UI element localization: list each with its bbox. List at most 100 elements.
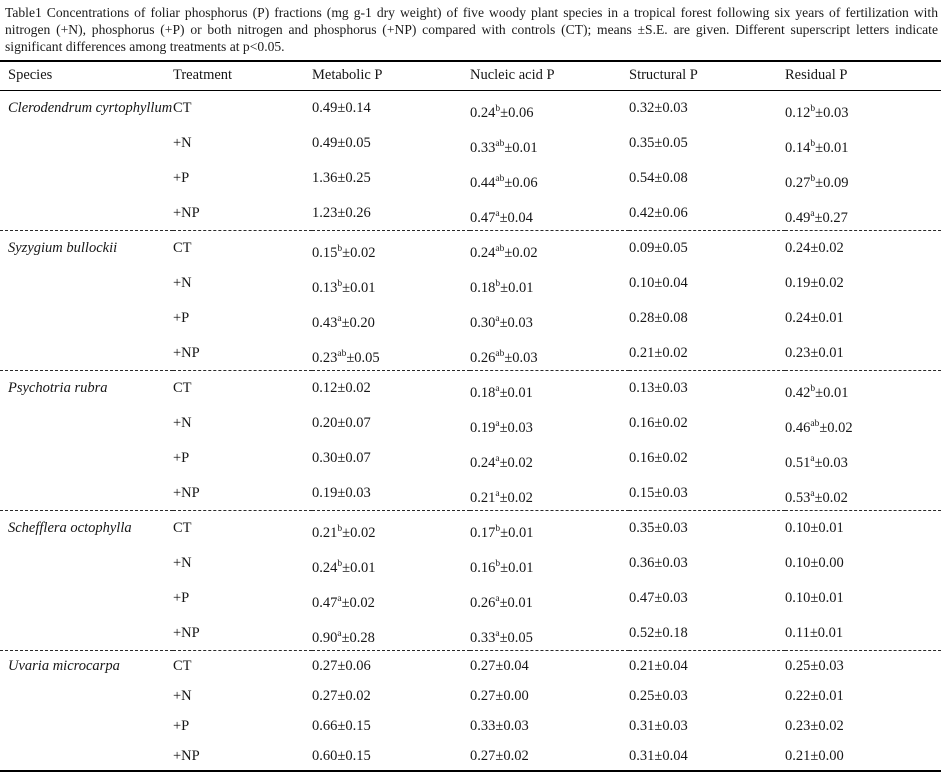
value-cell-structural-p: 0.54±0.08 [629, 169, 688, 186]
column-header-species: Species [0, 61, 173, 91]
value-cell-residual-p: 0.25±0.03 [785, 650, 941, 681]
value-cell-nucleic-acid-p: 0.44ab±0.06 [470, 173, 538, 191]
treatment-label: +P [173, 169, 190, 186]
value-cell-structural-p: 0.13±0.03 [629, 370, 785, 406]
value-cell-metabolic-p: 0.13b±0.01 [312, 278, 376, 296]
significance-superscript: a [495, 628, 500, 639]
significance-superscript: a [495, 208, 500, 219]
value-cell-nucleic-acid-p: 0.21a±0.02 [470, 488, 533, 506]
table-row: Syzygium bullockii CT 0.15b±0.02 0.24ab±0.0… [0, 230, 941, 371]
value-cell-residual-p: 0.10±0.00 [785, 554, 844, 571]
table-row: +NP 0.60±0.15 0.27±0.02 0.31±0.04 0.21±0.00 [0, 741, 941, 771]
significance-superscript: a [337, 313, 342, 324]
treatment-label: +N [173, 414, 192, 431]
value-cell-nucleic-acid-p: 0.24ab±0.02 [470, 230, 629, 266]
significance-superscript: b [337, 244, 343, 255]
table-row: +N 0.20±0.07 0.19a±0.03 0.16±0.02 0.46ab±0.0… [0, 406, 941, 441]
significance-superscript: b [495, 558, 501, 569]
table-row: +P 0.43a±0.20 0.30a±0.03 0.28±0.08 0.24±0.01 [0, 301, 941, 336]
value-cell-nucleic-acid-p: 0.27±0.04 [470, 650, 629, 681]
significance-superscript: b [810, 104, 816, 115]
treatment-label: +N [173, 687, 192, 704]
value-cell-nucleic-acid-p: 0.33±0.03 [470, 717, 529, 734]
value-cell-structural-p: 0.36±0.03 [629, 554, 688, 571]
value-cell-structural-p: 0.28±0.08 [629, 309, 688, 326]
value-cell-structural-p: 0.42±0.06 [629, 204, 688, 221]
treatment-label: CT [173, 370, 312, 406]
treatment-label: +P [173, 717, 190, 734]
treatment-label: +P [173, 449, 190, 466]
value-cell-metabolic-p: 0.90a±0.28 [312, 628, 375, 646]
table-row: Psychotria rubra CT 0.12±0.02 0.18a±0.01 0.1… [0, 370, 941, 511]
table-row: +P 1.36±0.25 0.44ab±0.06 0.54±0.08 0.27b±0.0… [0, 161, 941, 196]
treatment-label: CT [173, 100, 192, 116]
table-row: Schefflera octophylla CT 0.21b±0.02 0.17b±0… [0, 510, 941, 651]
table-row: Uvaria microcarpa CT 0.27±0.06 0.27±0.04 0.2… [0, 650, 941, 771]
value-cell-residual-p: 0.10±0.01 [785, 510, 941, 546]
value-cell-residual-p: 0.49a±0.27 [785, 208, 848, 226]
value-cell-nucleic-acid-p: 0.17b±0.01 [470, 510, 629, 546]
significance-superscript: ab [495, 173, 505, 184]
table-row: +P 0.47a±0.02 0.26a±0.01 0.47±0.03 0.10±0.01 [0, 581, 941, 616]
value-cell-residual-p: 0.23±0.02 [785, 717, 844, 734]
value-cell-nucleic-acid-p: 0.18a±0.01 [470, 370, 629, 406]
value-cell-nucleic-acid-p: 0.33ab±0.01 [470, 138, 538, 156]
table-row: +NP 1.23±0.26 0.47a±0.04 0.42±0.06 0.49a±0.2… [0, 196, 941, 231]
value-cell-nucleic-acid-p: 0.33a±0.05 [470, 628, 533, 646]
value-cell-residual-p: 0.21±0.00 [785, 747, 844, 764]
significance-superscript: b [337, 558, 343, 569]
treatment-label: +NP [173, 484, 200, 501]
significance-superscript: ab [337, 348, 347, 359]
column-header-structural-p: Structural P [629, 61, 785, 91]
value-cell-structural-p: 0.16±0.02 [629, 414, 688, 431]
column-header-treatment: Treatment [173, 61, 312, 91]
significance-superscript: b [337, 524, 343, 535]
significance-superscript: a [495, 313, 500, 324]
value-cell-structural-p: 0.25±0.03 [629, 687, 688, 704]
table-row: +N 0.27±0.02 0.27±0.00 0.25±0.03 0.22±0.01 [0, 681, 941, 711]
value-cell-nucleic-acid-p: 0.16b±0.01 [470, 558, 534, 576]
significance-superscript: b [810, 138, 816, 149]
value-cell-nucleic-acid-p: 0.18b±0.01 [470, 278, 534, 296]
value-cell-structural-p: 0.47±0.03 [629, 589, 688, 606]
value-cell-metabolic-p: 0.66±0.15 [312, 717, 371, 734]
value-cell-structural-p: 0.10±0.04 [629, 274, 688, 291]
treatment-label: +N [173, 554, 192, 571]
table-row: +P 0.66±0.15 0.33±0.03 0.31±0.03 0.23±0.02 [0, 711, 941, 741]
value-cell-metabolic-p: 0.20±0.07 [312, 414, 371, 431]
value-cell-nucleic-acid-p: 0.26ab±0.03 [470, 348, 538, 366]
value-cell-residual-p: 0.14b±0.01 [785, 138, 849, 156]
column-header-residual-p: Residual P [785, 61, 941, 91]
value-cell-nucleic-acid-p: 0.26a±0.01 [470, 593, 533, 611]
significance-superscript: a [495, 418, 500, 429]
value-cell-structural-p: 0.32±0.03 [629, 100, 688, 116]
value-cell-structural-p: 0.16±0.02 [629, 449, 688, 466]
treatment-label: +P [173, 309, 190, 326]
value-cell-residual-p: 0.53a±0.02 [785, 488, 848, 506]
significance-superscript: a [495, 593, 500, 604]
value-cell-structural-p: 0.09±0.05 [629, 230, 785, 266]
significance-superscript: ab [495, 348, 505, 359]
value-cell-metabolic-p: 0.49±0.05 [312, 134, 371, 151]
treatment-label: +P [173, 589, 190, 606]
table-body: Clerodendrum cyrtophyllum CT 0.49±0.14 0.24… [0, 91, 941, 771]
value-cell-residual-p: 0.19±0.02 [785, 274, 844, 291]
value-cell-structural-p: 0.15±0.03 [629, 484, 688, 501]
significance-superscript: ab [495, 138, 505, 149]
significance-superscript: b [495, 278, 501, 289]
value-cell-metabolic-p: 0.49±0.14 [312, 100, 371, 116]
significance-superscript: a [495, 384, 500, 395]
value-cell-structural-p: 0.21±0.02 [629, 344, 688, 361]
table-row: +NP 0.90a±0.28 0.33a±0.05 0.52±0.18 0.11±0.0… [0, 616, 941, 651]
significance-superscript: a [810, 208, 815, 219]
value-cell-metabolic-p: 0.27±0.02 [312, 687, 371, 704]
value-cell-structural-p: 0.21±0.04 [629, 650, 785, 681]
value-cell-residual-p: 0.10±0.01 [785, 589, 844, 606]
treatment-label: +NP [173, 344, 200, 361]
column-header-metabolic-p: Metabolic P [312, 61, 470, 91]
value-cell-metabolic-p: 0.47a±0.02 [312, 593, 375, 611]
table-header: Species Treatment Metabolic P Nucleic acid … [0, 61, 941, 91]
value-cell-structural-p: 0.31±0.03 [629, 717, 688, 734]
table-row: +P 0.30±0.07 0.24a±0.02 0.16±0.02 0.51a±0.03 [0, 441, 941, 476]
value-cell-structural-p: 0.35±0.03 [629, 510, 785, 546]
